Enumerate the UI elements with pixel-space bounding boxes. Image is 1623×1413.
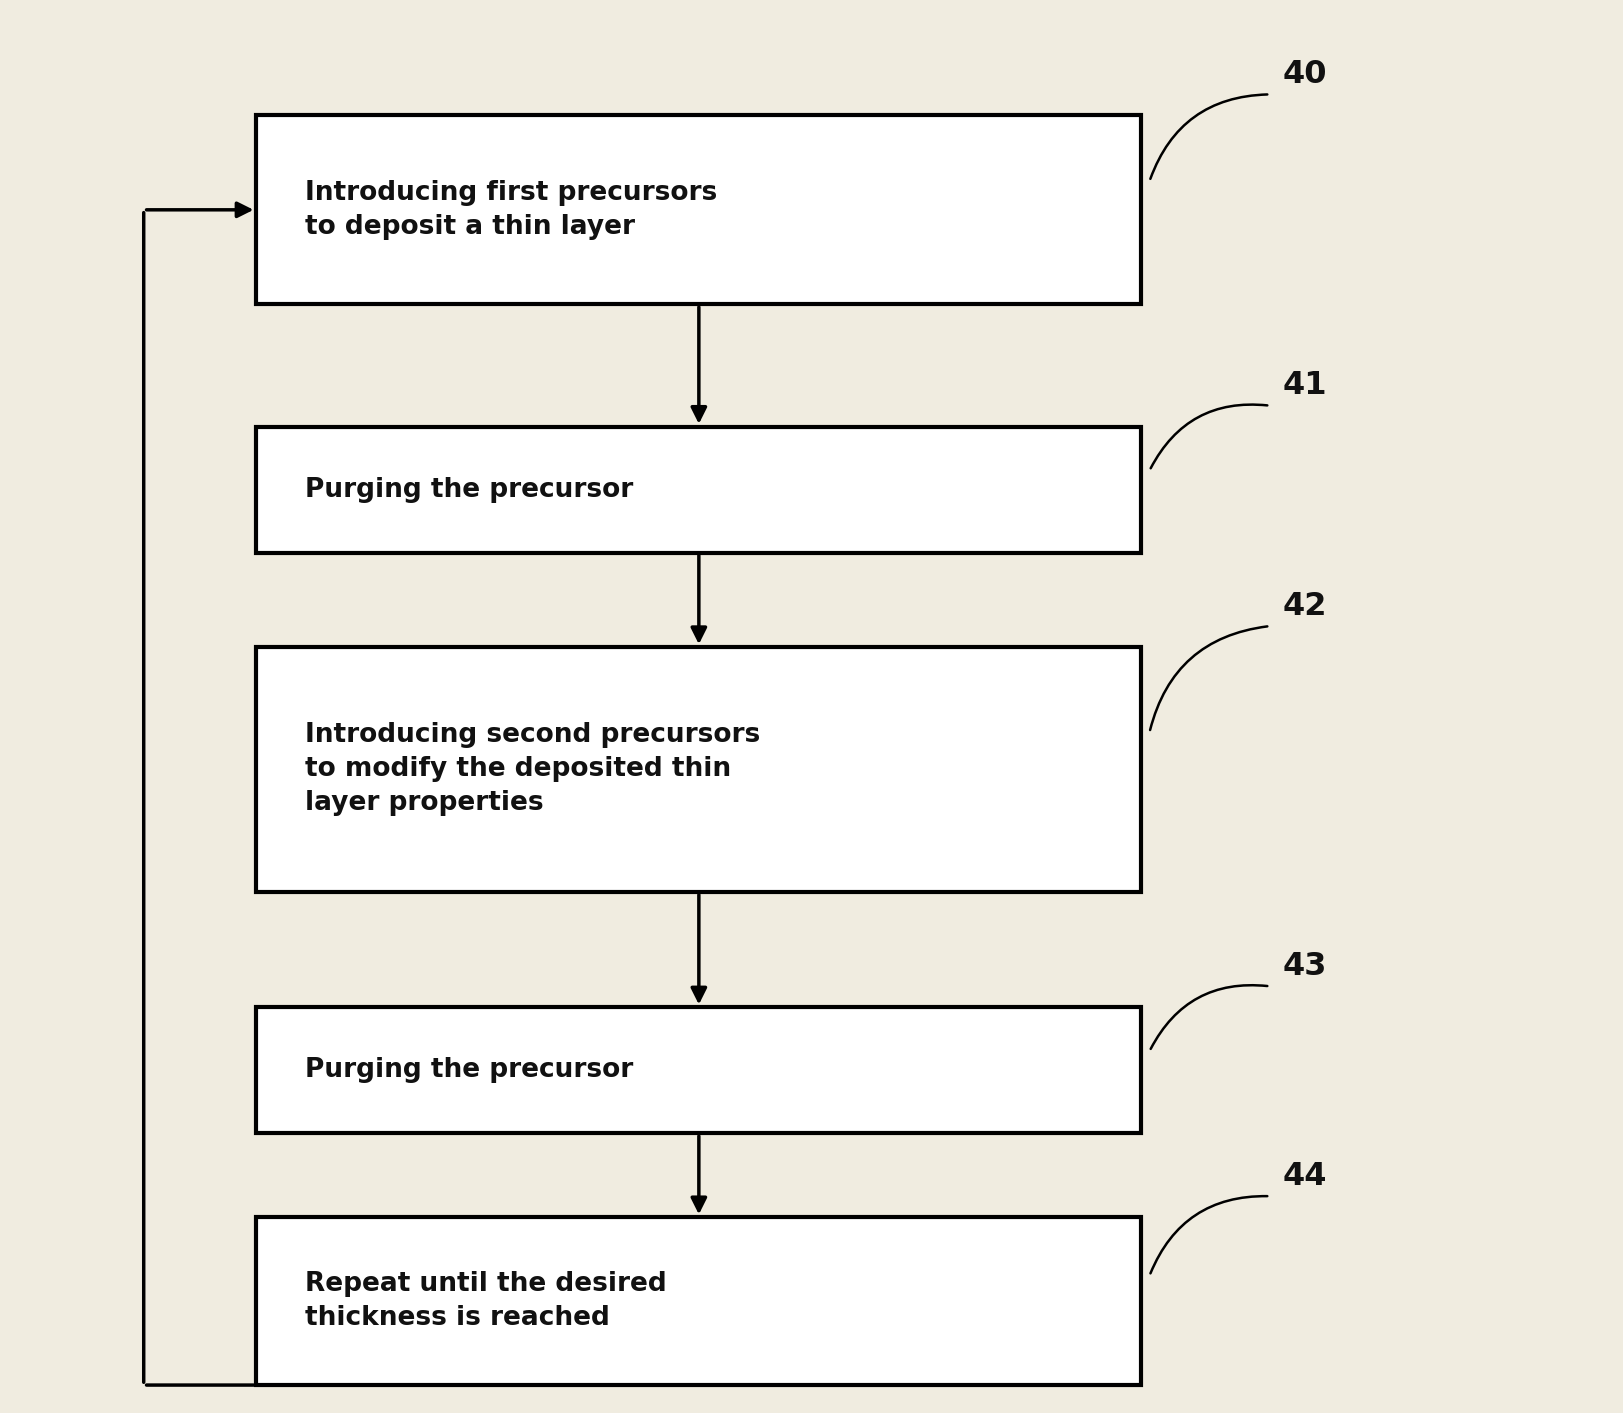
Text: 42: 42 <box>1282 591 1328 622</box>
Text: Repeat until the desired
thickness is reached: Repeat until the desired thickness is re… <box>305 1272 667 1331</box>
Text: 43: 43 <box>1282 951 1328 982</box>
FancyBboxPatch shape <box>256 116 1141 304</box>
Text: Purging the precursor: Purging the precursor <box>305 1057 633 1084</box>
Text: Introducing first precursors
to deposit a thin layer: Introducing first precursors to deposit … <box>305 179 717 240</box>
FancyBboxPatch shape <box>256 647 1141 892</box>
Text: 40: 40 <box>1282 59 1328 90</box>
FancyBboxPatch shape <box>256 427 1141 552</box>
Text: Introducing second precursors
to modify the deposited thin
layer properties: Introducing second precursors to modify … <box>305 722 760 817</box>
FancyBboxPatch shape <box>256 1217 1141 1385</box>
Text: Purging the precursor: Purging the precursor <box>305 476 633 503</box>
Text: 44: 44 <box>1282 1161 1328 1193</box>
FancyBboxPatch shape <box>256 1007 1141 1133</box>
Text: 41: 41 <box>1282 370 1328 401</box>
